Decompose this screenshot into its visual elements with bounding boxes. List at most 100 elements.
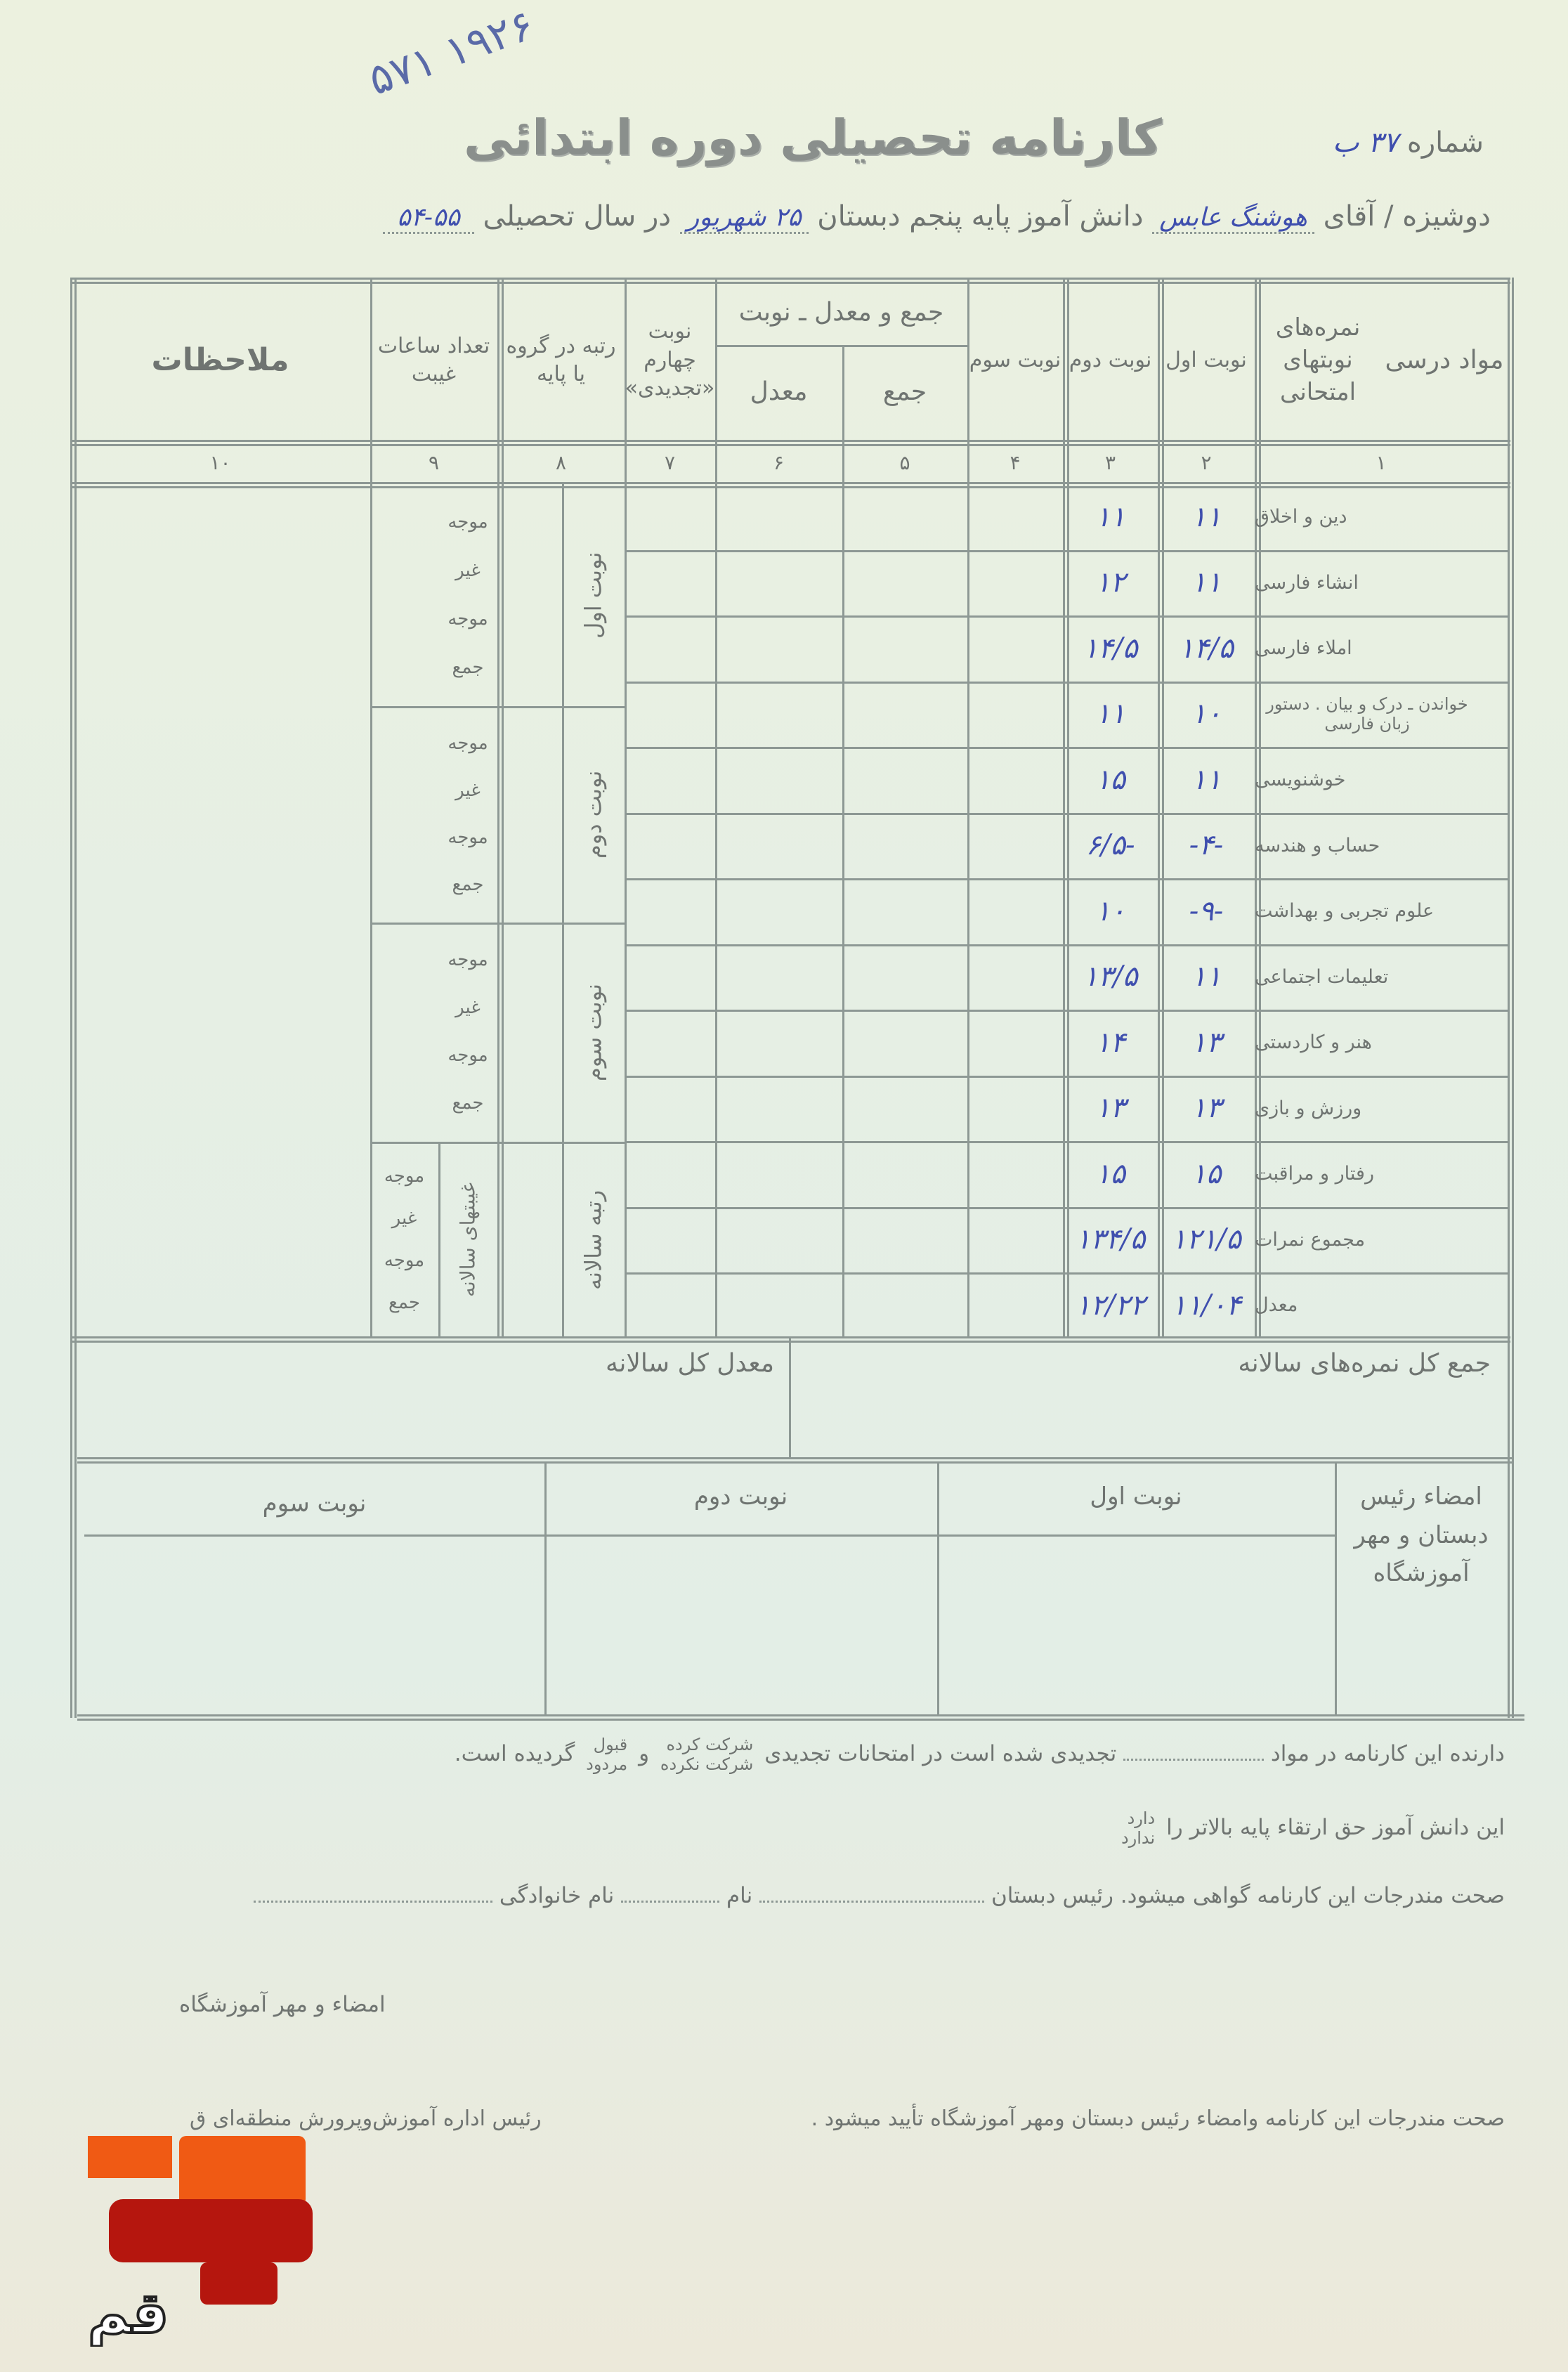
annual-absence-label: غیبتهای سالانه <box>456 1182 480 1298</box>
column-number: ۱۰ <box>209 450 231 474</box>
school-name: ۲۵ شهریور <box>679 203 809 234</box>
absence-labels: موجه غیر موجه جمع <box>438 720 497 908</box>
and-text: و <box>639 1741 650 1767</box>
grade-round2: ۱۲/۲۲ <box>1075 1289 1146 1322</box>
grade-round1: ۱۱ <box>1191 763 1222 796</box>
absence-label: موجه <box>447 826 488 848</box>
subject-name: حساب و هندسه <box>1255 834 1380 856</box>
year-value: ۵۴-۵۵ <box>383 203 474 234</box>
number-value: ۳۷ ب <box>1332 126 1399 159</box>
absence-label: موجه <box>447 511 488 533</box>
option-participated: شرکت کرده <box>666 1735 754 1754</box>
header-round1: نوبت اول <box>1165 347 1247 372</box>
absence-label: جمع <box>452 1093 484 1114</box>
row-divider <box>625 1206 1508 1209</box>
logo-shape <box>88 2136 172 2178</box>
school-seal-label: امضاء و مهر آموزشگاه <box>179 1992 386 2017</box>
absence-label: غیر <box>455 779 481 801</box>
grade-round2: ۱۰ <box>1095 894 1125 927</box>
column-number: ۴ <box>1010 450 1021 474</box>
subject-name: انشاء فارسی <box>1255 571 1359 594</box>
office-head-label: رئیس اداره آموزش‌وپرورش منطقه‌ای ق <box>190 2106 542 2131</box>
logo-shape <box>179 2136 306 2206</box>
grade-round1: ۱۴/۵ <box>1179 632 1234 665</box>
footer-line-promotion: این دانش آموز حق ارتقاء پایه بالاتر را د… <box>1117 1809 1505 1848</box>
absence-label: موجه <box>384 1250 425 1272</box>
row-divider <box>625 549 1508 552</box>
retake-subjects-blank <box>1123 1759 1265 1761</box>
grade-round1: ۱۲۱/۵ <box>1171 1223 1241 1256</box>
option-passed: قبول <box>593 1735 628 1754</box>
certify-text: صحت مندرجات این کارنامه گواهی میشود. رئی… <box>991 1883 1505 1908</box>
absence-label: غیر <box>455 997 481 1019</box>
subject-name: معدل <box>1255 1294 1298 1317</box>
grade-round1: ۱۱ <box>1191 566 1222 599</box>
retake-text-a: دارنده این کارنامه در مواد <box>1270 1741 1505 1767</box>
rank-block-label: نوبت اول <box>580 552 607 639</box>
retake-text-b: تجدیدی شده است در امتحانات تجدیدی <box>764 1741 1117 1767</box>
option-has: دارد <box>1127 1809 1156 1828</box>
header-round4: نوبت چهارم «تجدیدی» <box>625 319 715 401</box>
grade-round1: ۱۱/۰۴ <box>1171 1289 1241 1322</box>
grade-round1: -۹- <box>1189 894 1224 927</box>
promotion-text: این دانش آموز حق ارتقاء پایه بالاتر را <box>1166 1815 1505 1841</box>
family-name-blank <box>253 1901 492 1903</box>
header-subjects: مواد درسی <box>1385 345 1504 374</box>
header-remarks: ملاحظات <box>151 342 289 379</box>
column-number: ۲ <box>1201 450 1212 474</box>
logo-text: قم <box>88 2281 169 2347</box>
header-avg: معدل <box>750 377 808 407</box>
subject-name: علوم تجربی و بهداشت <box>1255 900 1435 923</box>
archive-note: ۵۷۱ ۱۹۲۶ <box>362 0 541 105</box>
grade-round2: ۱۱ <box>1095 500 1125 533</box>
annual-average-label: معدل کل سالانه <box>606 1349 774 1378</box>
absence-label: موجه <box>447 1045 488 1067</box>
year-label: در سال تحصیلی <box>483 200 672 233</box>
header-sum: جمع <box>882 377 927 407</box>
signature-round3: نوبت سوم <box>262 1490 367 1518</box>
column-number: ۹ <box>428 450 440 474</box>
family-name-label: نام خانوادگی <box>499 1883 615 1908</box>
absence-labels: موجه غیر موجه جمع <box>438 937 497 1128</box>
subject-name: هنر و کاردستی <box>1255 1031 1372 1054</box>
grade-round1: ۱۵ <box>1191 1157 1222 1190</box>
page-title: کارنامه تحصیلی دوره ابتدائی <box>464 109 1162 167</box>
absence-label: موجه <box>447 608 488 630</box>
name-blank <box>621 1901 720 1903</box>
row-divider <box>625 615 1508 618</box>
option-has-not: ندارد <box>1121 1827 1156 1848</box>
rank-block-label: نوبت دوم <box>580 770 607 859</box>
name-label: نام <box>726 1883 753 1908</box>
grade-round1: ۱۱ <box>1191 500 1222 533</box>
logo-shape <box>109 2199 313 2262</box>
signature-round1: نوبت اول <box>1090 1482 1182 1511</box>
grade-round2: ۱۵ <box>1095 763 1125 796</box>
grade-round1: -۴- <box>1189 829 1224 862</box>
rank-block-label: رتبه سالانه <box>580 1190 607 1291</box>
absence-label: موجه <box>384 1166 425 1187</box>
row-divider <box>625 1010 1508 1012</box>
subject-name: دین و اخلاق <box>1255 506 1347 528</box>
row-divider <box>625 878 1508 880</box>
row-divider <box>625 1272 1508 1275</box>
footer-line-approval: صحت مندرجات این کارنامه وامضاء رئیس دبست… <box>811 2106 1505 2131</box>
column-number: ۷ <box>664 450 676 474</box>
grade-round2: -۶/۵ <box>1085 829 1135 862</box>
absence-label: موجه <box>447 949 488 971</box>
option-failed: مردود <box>586 1754 628 1774</box>
option-not-participated: شرکت نکرده <box>660 1754 754 1774</box>
annual-total-label: جمع کل نمره‌های سالانه <box>1238 1349 1491 1378</box>
grade-round2: ۱۴ <box>1095 1026 1125 1059</box>
row-divider <box>625 944 1508 946</box>
number-label: شماره <box>1406 126 1484 159</box>
watermark-logo-graphic: قم <box>86 2136 313 2348</box>
logo-shape <box>200 2262 277 2305</box>
row-divider <box>625 681 1508 684</box>
row-divider <box>625 1141 1508 1143</box>
footer-line-certify: صحت مندرجات این کارنامه گواهی میشود. رئی… <box>253 1883 1505 1908</box>
row-divider <box>625 747 1508 749</box>
grade-round2: ۱۳۴/۵ <box>1075 1223 1146 1256</box>
grade-round2: ۱۵ <box>1095 1157 1125 1190</box>
retake-text-end: گردیده است. <box>454 1741 575 1767</box>
header-row-labels: مواد درسی نمره‌های نوبتهای امتحانی <box>1255 281 1508 440</box>
